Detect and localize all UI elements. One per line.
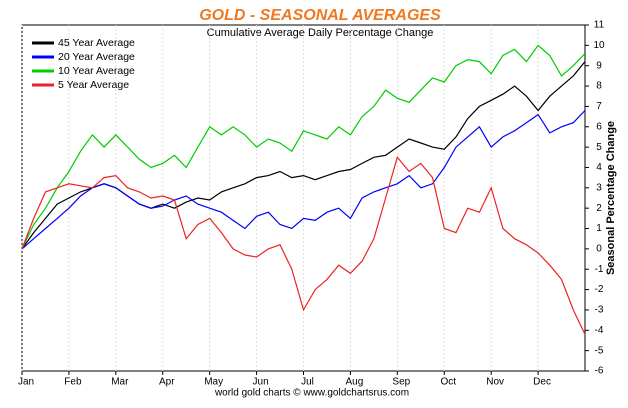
y-tick-label: 3 xyxy=(596,182,602,193)
x-tick-label: Dec xyxy=(533,377,551,388)
legend-label: 45 Year Average xyxy=(58,37,135,49)
y-tick-label: 0 xyxy=(596,244,602,255)
series-line xyxy=(21,44,586,250)
y-tick-label: -1 xyxy=(595,264,604,275)
y-tick-label: 11 xyxy=(594,20,605,31)
footer: world gold charts © www.goldchartsrus.co… xyxy=(214,388,409,399)
y-tick-label: 10 xyxy=(593,40,605,51)
y-tick-label: -6 xyxy=(595,366,604,377)
x-tick-label: Jul xyxy=(301,377,314,388)
y-tick-label: 1 xyxy=(596,223,602,234)
x-tick-label: Jun xyxy=(253,377,269,388)
y-tick-label: -3 xyxy=(595,305,604,316)
chart-title: GOLD - SEASONAL AVERAGES xyxy=(199,7,441,24)
x-tick-label: May xyxy=(204,377,223,388)
legend-label: 10 Year Average xyxy=(58,65,135,77)
x-tick-label: Oct xyxy=(440,377,456,388)
y-tick-label: 7 xyxy=(596,101,602,112)
x-tick-label: Sep xyxy=(392,377,410,388)
x-tick-label: Nov xyxy=(486,377,504,388)
x-tick-label: Apr xyxy=(159,377,175,388)
y-tick-label: 8 xyxy=(596,81,602,92)
y-tick-label: 9 xyxy=(596,60,602,71)
y-tick-label: 4 xyxy=(596,162,602,173)
y-tick-label: 2 xyxy=(596,203,602,214)
series-line xyxy=(21,110,586,250)
y-axis-label: Seasonal Percentage Change xyxy=(605,121,617,275)
series-line xyxy=(21,156,586,335)
x-tick-label: Mar xyxy=(111,377,129,388)
x-tick-label: Jan xyxy=(18,377,34,388)
y-tick-label: -4 xyxy=(595,325,604,336)
x-tick-label: Aug xyxy=(346,377,364,388)
chart-subtitle: Cumulative Average Daily Percentage Chan… xyxy=(207,27,434,39)
x-tick-label: Feb xyxy=(64,377,82,388)
y-tick-label: 5 xyxy=(596,142,602,153)
legend-label: 5 Year Average xyxy=(58,79,129,91)
y-tick-label: 6 xyxy=(596,121,602,132)
y-tick-label: -2 xyxy=(595,284,604,295)
legend-label: 20 Year Average xyxy=(58,51,135,63)
y-tick-label: -5 xyxy=(595,345,604,356)
